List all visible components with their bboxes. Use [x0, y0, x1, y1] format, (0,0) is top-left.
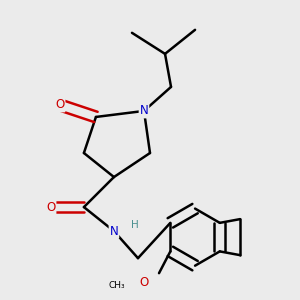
- Text: O: O: [140, 276, 148, 289]
- Text: H: H: [131, 220, 139, 230]
- Text: O: O: [55, 98, 64, 111]
- Text: O: O: [46, 201, 56, 214]
- Text: N: N: [110, 225, 118, 238]
- Text: CH₃: CH₃: [109, 281, 125, 290]
- Text: N: N: [140, 104, 148, 117]
